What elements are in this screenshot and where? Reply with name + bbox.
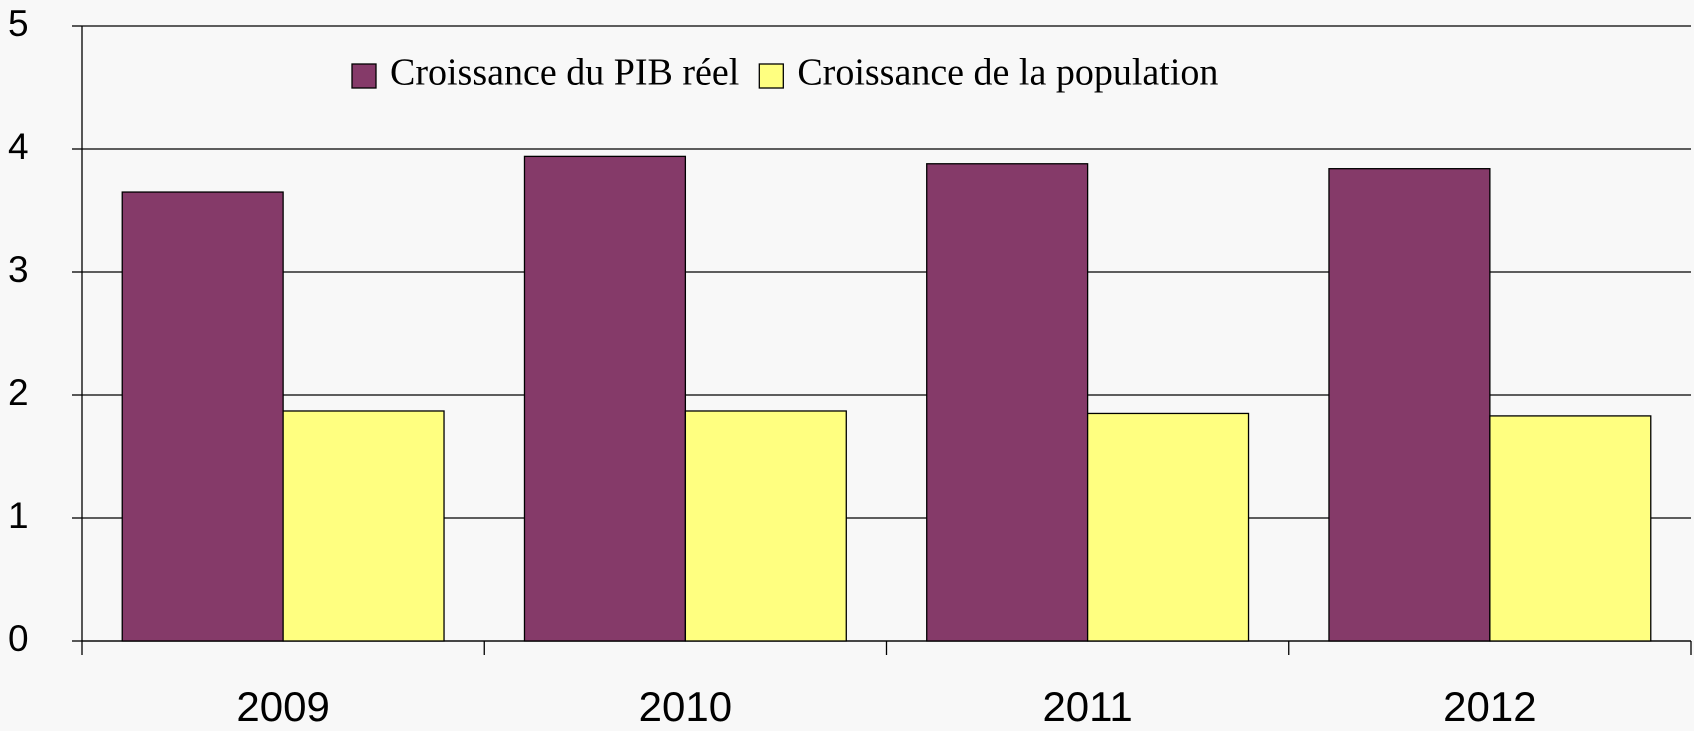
y-tick-label: 4 [8,126,29,167]
bar [1086,412,1250,642]
bar [684,410,847,642]
y-tick-label: 2 [8,372,29,413]
legend-label: Croissance de la population [797,52,1218,94]
x-tick-label: 2011 [1042,683,1132,730]
y-tick-label: 0 [8,618,29,659]
bar [926,163,1089,642]
legend-label: Croissance du PIB réel [390,52,739,94]
y-tick-label: 3 [8,249,29,290]
legend-swatch [758,63,784,89]
x-tick-label: 2012 [1443,683,1536,730]
x-tick-label: 2010 [639,683,732,730]
y-tick-label: 5 [8,3,29,44]
bar [1489,415,1652,642]
x-tick-label: 2009 [236,683,329,730]
bar [523,155,687,642]
bar [1328,168,1491,642]
bar [121,191,284,642]
bar [282,410,445,642]
y-tick-label: 1 [8,495,29,536]
legend-swatch [351,63,377,89]
